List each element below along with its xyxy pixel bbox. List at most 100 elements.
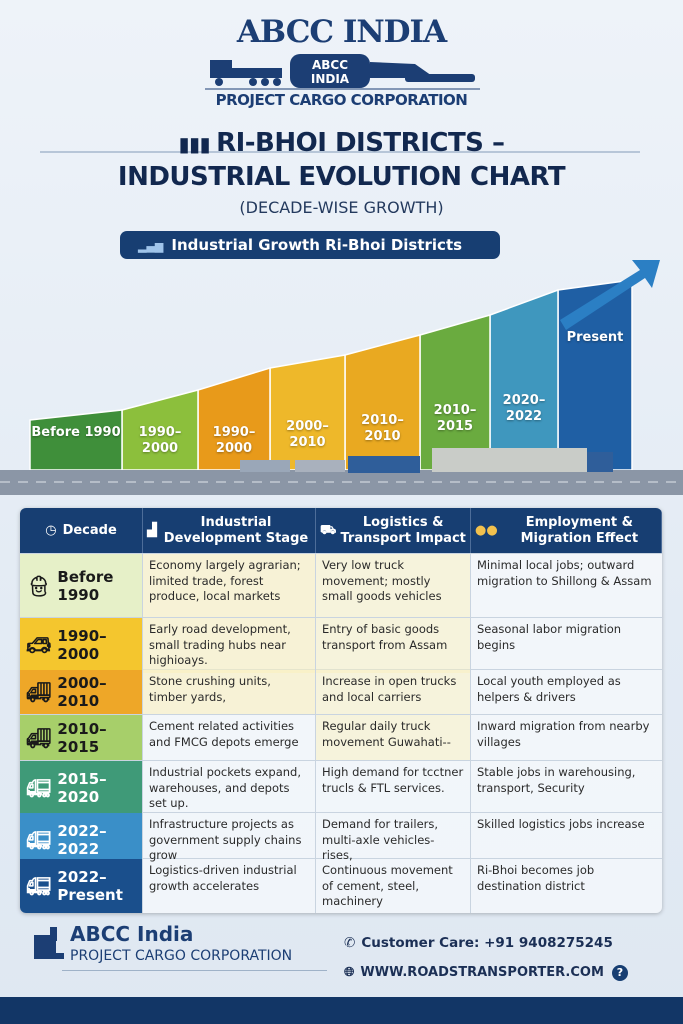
decade-label: 2022– Present <box>57 868 123 905</box>
cell-logistics: High demand for tcctner trucls & FTL ser… <box>316 761 471 816</box>
cell-industrial: Early road development, small trading hu… <box>143 618 316 673</box>
cell-decade: 🚚︎ 2000– 2010 <box>20 670 143 714</box>
cell-logistics: Entry of basic goods transport from Assa… <box>316 618 471 673</box>
title-text-1: RI-BHOI DISTRICTS – <box>216 128 505 158</box>
header-label: Decade <box>62 522 117 538</box>
customer-care-text: Customer Care: +91 9408275245 <box>361 935 613 951</box>
footer-divider <box>62 970 327 971</box>
header-label: Employment & Migration Effect <box>520 514 639 546</box>
cell-industrial: Industrial pockets expand, warehouses, a… <box>143 761 316 816</box>
divider <box>40 151 640 153</box>
cell-decade: 🚛︎ 2022– 2022 <box>20 813 143 868</box>
staircase-graphic <box>0 260 683 495</box>
growth-step-label: 1990– 2000 <box>138 425 182 456</box>
website-link[interactable]: 🌐︎ WWW.ROADSTRANSPORTER.COM? <box>344 965 628 981</box>
growth-step-label: Before 1990 <box>31 425 121 440</box>
cell-industrial: Infrastructure projects as government su… <box>143 813 316 868</box>
cell-decade: 👷︎ Before 1990 <box>20 554 143 617</box>
header-employment: ●● Employment & Migration Effect <box>471 508 662 553</box>
table-row: 🚛︎ 2022– Present Logistics-driven industr… <box>20 858 662 913</box>
footer-logo-icon <box>34 927 64 959</box>
table-row: 👷︎ Before 1990 Economy largely agrarian; … <box>20 553 662 617</box>
cell-logistics: Demand for trailers, multi-axle vehicles… <box>316 813 471 868</box>
growth-banner: ▂▄▆ Industrial Growth Ri-Bhoi Districts <box>120 231 500 259</box>
people-icon: ●● <box>475 522 498 538</box>
trailer-icon: 🚛︎ <box>26 828 52 853</box>
decade-label: 2010– 2015 <box>57 719 107 756</box>
page-title-line2: INDUSTRIAL EVOLUTION CHART <box>117 162 566 192</box>
page-title-line1: ▮▮▮ RI-BHOI DISTRICTS – <box>0 128 683 158</box>
bottom-bar <box>0 997 683 1024</box>
decade-label: Before 1990 <box>57 567 114 604</box>
customer-care[interactable]: ✆ Customer Care: +91 9408275245 <box>344 935 613 951</box>
cell-decade: 🚛︎ 2022– Present <box>20 859 143 913</box>
help-icon[interactable]: ? <box>611 965 628 981</box>
clock-icon: ◷ <box>45 522 57 538</box>
table-row: 🚛︎ 2015– 2020 Industrial pockets expand, … <box>20 760 662 816</box>
multi-axle-truck-icon: 🚛︎ <box>26 874 52 899</box>
header-decade: ◷ Decade <box>20 508 143 553</box>
truck-box <box>348 456 420 473</box>
growth-step-label: 1990– 2000 <box>212 425 256 456</box>
website-text: WWW.ROADSTRANSPORTER.COM <box>360 965 604 980</box>
page-subtitle: (DECADE-WISE GROWTH) <box>239 198 444 217</box>
cell-industrial: Stone crushing units, timber yards, <box>143 670 316 714</box>
factory-icon: ▮▮▮ <box>178 132 211 156</box>
cell-logistics: Increase in open trucks and local carrie… <box>316 670 471 714</box>
truck-small <box>295 460 345 472</box>
crane-truck-icon: 🚚︎ <box>26 680 52 704</box>
table-row: 🚚︎ 2010– 2015 Cement related activities a… <box>20 714 662 760</box>
truck-icon: ⛟ <box>320 522 337 538</box>
cell-employment: Skilled logistics jobs increase <box>477 817 645 831</box>
growth-step-label: 2010– 2015 <box>433 402 477 434</box>
worker-icon: 👷︎ <box>26 573 52 598</box>
cell-decade: 🚙︎ 1990– 2000 <box>20 618 143 673</box>
header-logistics: ⛟ Logistics & Transport Impact <box>316 508 471 553</box>
logo-badge-line2: INDIA <box>311 72 350 86</box>
decade-label: 2022– 2022 <box>57 822 107 859</box>
growth-step <box>419 314 491 471</box>
evolution-table: ◷ Decade ▟ Industrial Development Stage ⛟ L… <box>20 508 662 913</box>
table-row: 🚛︎ 2022– 2022 Infrastructure projects as … <box>20 812 662 868</box>
bar-chart-icon: ▂▄▆ <box>138 240 164 253</box>
growth-step-label: 2010– 2010 <box>361 412 404 444</box>
jeep-icon: 🚙︎ <box>26 633 52 658</box>
growth-step <box>269 354 346 471</box>
logo-title: ABCC INDIA <box>236 14 447 50</box>
decade-label: 2015– 2020 <box>57 770 107 807</box>
cell-logistics: Continuous movement of cement, steel, ma… <box>316 859 471 913</box>
factory-icon: ▟ <box>147 522 157 538</box>
logo-truck-icon: ABCC INDIA <box>205 54 480 90</box>
cell-employment: Seasonal labor migration begins <box>477 622 622 652</box>
cell-logistics: Regular daily truck movement Guwahati-- <box>316 715 471 760</box>
truck-small <box>240 460 290 472</box>
table-header: ◷ Decade ▟ Industrial Development Stage ⛟ L… <box>20 508 662 553</box>
logo-badge-line1: ABCC <box>312 58 348 72</box>
cell-employment: Local youth employed as helpers & driver… <box>477 674 621 704</box>
growth-step-label: 2020– 2022 <box>502 392 546 424</box>
decade-label: 1990– 2000 <box>57 627 107 664</box>
growth-step-label: Present <box>566 330 624 345</box>
growth-staircase: Before 1990 1990– 2000 1990– 2000 2000– 201… <box>0 260 683 495</box>
decade-label: 2000– 2010 <box>57 674 107 710</box>
globe-icon: 🌐︎ <box>344 965 355 980</box>
banner-label: Industrial Growth Ri-Bhoi Districts <box>171 236 463 254</box>
cell-decade: 🚛︎ 2015– 2020 <box>20 761 143 816</box>
cell-employment: Stable jobs in warehousing, transport, S… <box>477 765 636 795</box>
delivery-truck-icon: 🚚︎ <box>26 725 52 750</box>
cell-logistics: Very low truck movement; mostly small go… <box>316 554 471 617</box>
cell-employment: Ri-Bhoi becomes job destination district <box>477 863 595 893</box>
logo-subtitle: PROJECT CARGO CORPORATION <box>215 91 468 109</box>
table-row: 🚚︎ 2000– 2010 Stone crushing units, timbe… <box>20 669 662 714</box>
cell-employment: Minimal local jobs; outward migration to… <box>477 558 652 588</box>
cell-decade: 🚚︎ 2010– 2015 <box>20 715 143 760</box>
footer-company-subtitle: PROJECT CARGO CORPORATION <box>70 948 293 964</box>
footer-company-name: ABCC India <box>70 922 194 946</box>
cell-industrial: Logistics-driven industrial growth accel… <box>143 859 316 913</box>
header-label: Industrial Development Stage <box>163 514 309 546</box>
growth-arrow-icon <box>560 260 660 330</box>
truck-trailer <box>432 448 587 472</box>
table-row: 🚙︎ 1990– 2000 Early road development, sma… <box>20 617 662 673</box>
phone-icon: ✆ <box>344 935 356 951</box>
header-industrial: ▟ Industrial Development Stage <box>143 508 316 553</box>
